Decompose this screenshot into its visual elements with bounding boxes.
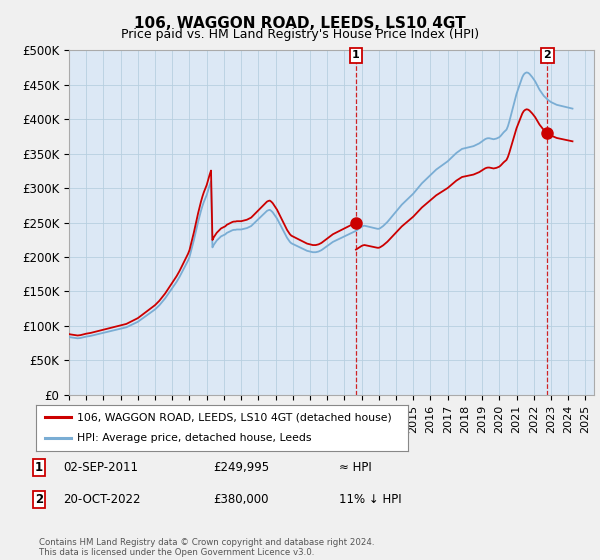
Text: 106, WAGGON ROAD, LEEDS, LS10 4GT (detached house): 106, WAGGON ROAD, LEEDS, LS10 4GT (detac… (77, 412, 392, 422)
Text: 1: 1 (352, 50, 360, 60)
Text: HPI: Average price, detached house, Leeds: HPI: Average price, detached house, Leed… (77, 433, 311, 444)
Text: £380,000: £380,000 (213, 493, 269, 506)
Text: 20-OCT-2022: 20-OCT-2022 (63, 493, 140, 506)
Text: 1: 1 (35, 461, 43, 474)
Text: ≈ HPI: ≈ HPI (339, 461, 372, 474)
Text: 2: 2 (35, 493, 43, 506)
Text: 2: 2 (544, 50, 551, 60)
Text: Price paid vs. HM Land Registry's House Price Index (HPI): Price paid vs. HM Land Registry's House … (121, 28, 479, 41)
Text: 106, WAGGON ROAD, LEEDS, LS10 4GT: 106, WAGGON ROAD, LEEDS, LS10 4GT (134, 16, 466, 31)
Text: £249,995: £249,995 (213, 461, 269, 474)
Text: 11% ↓ HPI: 11% ↓ HPI (339, 493, 401, 506)
Text: Contains HM Land Registry data © Crown copyright and database right 2024.
This d: Contains HM Land Registry data © Crown c… (39, 538, 374, 557)
Text: 02-SEP-2011: 02-SEP-2011 (63, 461, 138, 474)
